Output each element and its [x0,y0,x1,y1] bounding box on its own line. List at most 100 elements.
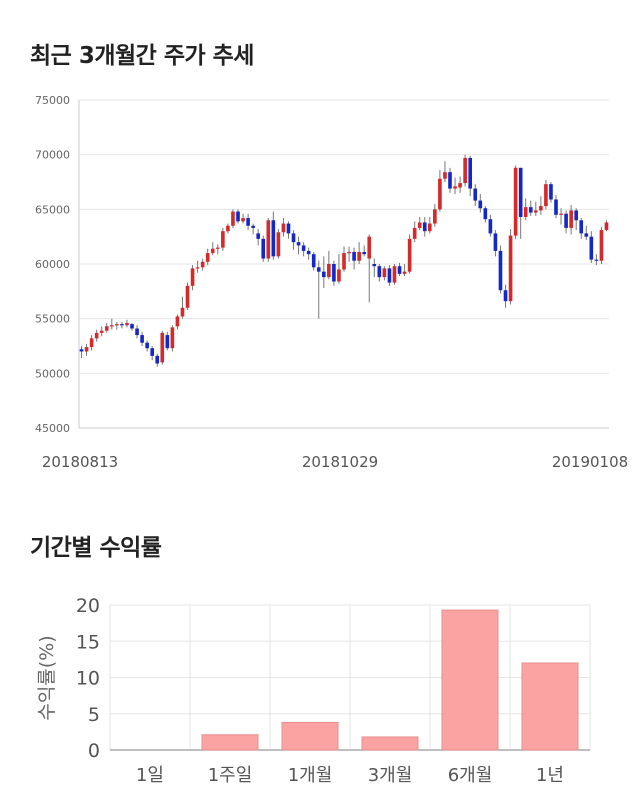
candle-body [140,335,144,343]
candle-body [170,327,175,349]
candlestick-chart: 75000 70000 65000 60000 55000 50000 45000 20180… [35,94,628,471]
candle-body [523,207,528,217]
candle-body [271,220,276,257]
candle-body [246,218,250,226]
candle-body [362,251,367,255]
candle-body [347,251,351,254]
y-tick-label: 55000 [35,313,70,326]
candle-body [468,157,473,189]
return-bar [441,609,499,751]
return-bar [361,736,419,751]
candle-body [84,347,89,352]
candle-body [79,349,84,352]
candle-body [215,247,220,249]
candle-body [493,233,498,251]
y-tick-label: 65000 [35,203,70,216]
candle-body [130,324,134,329]
candle-body [539,206,543,211]
candle-body [261,238,266,259]
candle-body [589,236,594,260]
candle-body [160,332,165,363]
candle-body [190,268,195,286]
candle-body [226,225,230,232]
candle-body [286,223,291,234]
y-tick-label: 75000 [35,94,70,107]
candle-body [125,323,129,326]
candle-body [594,259,599,261]
candle-body [185,285,190,308]
candle-body [321,271,326,278]
candle-body [276,232,281,257]
y-tick-label: 10 [76,668,100,690]
candle-body [554,199,558,215]
candle-body [382,268,387,278]
candle-body [180,307,185,317]
returns-title: 기간별 수익률 [30,535,162,561]
candle-body [327,264,331,278]
candle-body [574,210,579,221]
candle-body [528,207,533,213]
y-tick-label: 50000 [35,367,70,380]
candle-body [427,223,432,232]
candle-body [599,230,604,261]
candle-body [291,233,296,243]
candle-body [443,172,447,179]
candle-body [584,233,589,237]
candle-body [478,200,483,209]
candle-body [433,209,437,224]
candle-body [407,238,412,272]
return-bar [281,721,339,751]
return-bar [521,662,579,751]
candle-body [150,348,155,356]
candle-body [367,236,372,259]
candle-body [533,210,538,213]
candle-body [104,326,109,331]
y-tick-label: 70000 [35,149,70,162]
candle-body [120,324,124,326]
candle-body [488,219,493,234]
x-tick-label: 20180813 [42,453,118,471]
candle-body [342,253,346,270]
candle-body [175,316,180,327]
candle-body [352,251,356,261]
candle-body [544,184,548,207]
category-label: 3개월 [368,765,413,786]
candle-body [210,248,215,254]
category-label: 1일 [136,765,164,786]
category-label: 6개월 [448,765,493,786]
candle-body [311,254,316,268]
candle-body [453,186,457,189]
candle-body [301,245,306,251]
y-axis-label: 수익률(%) [36,635,58,720]
candle-body [559,213,563,215]
y-tick-label: 15 [76,631,100,653]
candle-body [266,220,271,259]
candle-body [417,222,422,228]
candle-body [508,235,513,302]
candle-body [579,220,584,234]
category-label: 1년 [536,765,564,786]
candle-body [438,178,442,210]
candle-body [513,167,518,236]
price-trend-title: 최근 3개월간 주가 추세 [30,43,254,69]
candle-body [473,188,478,201]
candle-body [296,242,301,246]
candle-body [564,213,568,228]
return-bar [201,734,259,751]
candle-body [412,227,417,239]
candle-body [135,328,139,336]
candle-body [231,211,235,226]
candle-body [549,184,553,200]
candle-body [221,231,225,248]
candle-body [458,183,462,188]
candle-body [236,211,240,222]
candle-body [397,266,402,274]
y-tick-label: 45000 [35,422,70,435]
candle-body [357,251,361,261]
candle-body [463,157,467,184]
candle-body [372,264,377,267]
candle-body [94,332,99,339]
candle-body [99,330,104,333]
candle-body [200,261,205,268]
